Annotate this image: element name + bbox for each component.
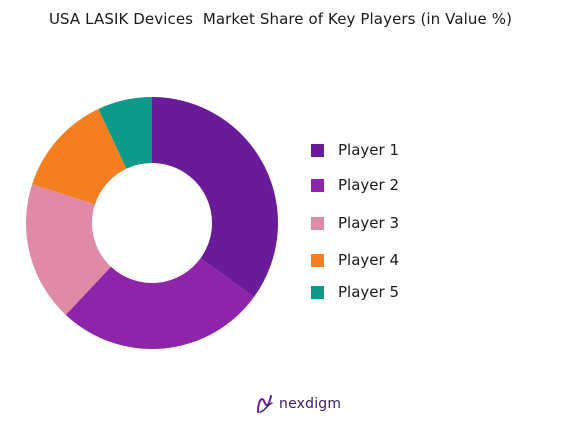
donut-slice-player-3: [25, 184, 111, 315]
legend-item-player-1: Player 1: [311, 140, 399, 160]
legend-item-player-3: Player 3: [311, 213, 399, 233]
legend-label: Player 5: [338, 283, 399, 301]
brand-logo: nexdigm: [255, 393, 341, 415]
donut-slice-player-2: [65, 258, 254, 349]
legend-swatch: [311, 253, 324, 267]
legend-item-player-2: Player 2: [311, 175, 399, 195]
legend-swatch: [311, 285, 324, 299]
legend-label: Player 4: [338, 251, 399, 269]
legend-label: Player 1: [338, 141, 399, 159]
legend-swatch: [311, 216, 324, 230]
legend-item-player-5: Player 5: [311, 282, 399, 302]
legend-swatch: [311, 178, 324, 192]
legend-item-player-4: Player 4: [311, 250, 399, 270]
donut-slice-player-5: [98, 97, 152, 169]
legend-label: Player 2: [338, 176, 399, 194]
donut-slice-player-1: [152, 97, 278, 298]
legend-swatch: [311, 143, 324, 157]
legend-label: Player 3: [338, 214, 399, 232]
logo-text: nexdigm: [279, 396, 342, 412]
donut-slice-player-4: [32, 108, 127, 205]
nexdigm-logo-icon: [257, 395, 273, 413]
chart-title: USA LASIK Devices Market Share of Key Pl…: [48, 10, 513, 28]
